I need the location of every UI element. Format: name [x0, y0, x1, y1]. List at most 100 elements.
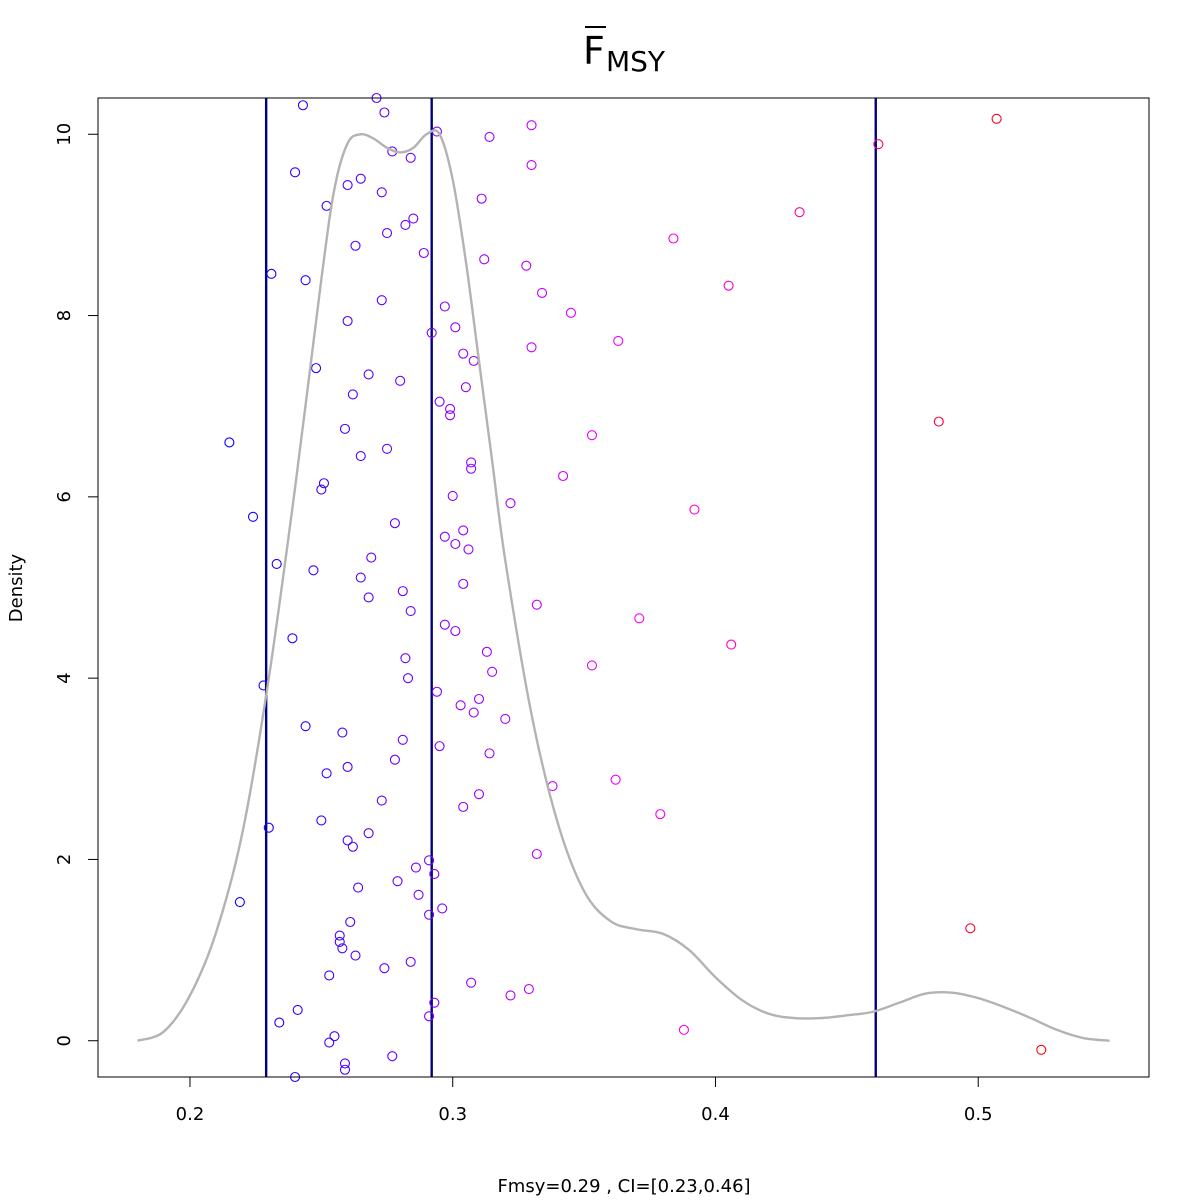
data-point-28 [337, 943, 348, 954]
data-point-113 [484, 748, 495, 759]
data-point-93 [450, 538, 461, 550]
data-point-73 [413, 889, 424, 900]
data-point-117 [505, 990, 516, 1001]
data-point-44 [355, 572, 366, 583]
data-point-65 [400, 219, 411, 230]
data-point-121 [526, 160, 537, 171]
data-point-69 [405, 606, 416, 617]
title-subscript: MSY [606, 45, 666, 78]
data-point-66 [400, 653, 411, 664]
data-point-8 [287, 633, 298, 644]
data-point-31 [339, 1058, 351, 1069]
data-point-35 [342, 835, 353, 846]
data-point-34 [342, 761, 353, 773]
data-point-54 [379, 963, 390, 974]
data-point-123 [531, 599, 542, 610]
data-point-76 [424, 909, 435, 920]
x-axis: 0.2 0.3 0.4 0.5 [176, 1077, 993, 1125]
data-point-27 [337, 727, 348, 738]
data-point-46 [363, 592, 374, 603]
data-point-140 [794, 207, 805, 218]
data-point-18 [318, 478, 330, 489]
x-tick-label-1: 0.3 [438, 1104, 467, 1125]
data-point-90 [445, 410, 456, 421]
data-point-59 [389, 518, 400, 529]
data-point-70 [405, 956, 416, 967]
data-point-21 [321, 768, 332, 779]
data-point-47 [363, 828, 374, 839]
data-point-80 [429, 997, 440, 1008]
data-point-102 [466, 457, 477, 468]
data-point-72 [410, 862, 421, 873]
data-point-48 [366, 552, 377, 563]
data-point-71 [408, 213, 419, 224]
y-tick-label-5: 10 [54, 123, 75, 146]
data-point-43 [355, 451, 366, 462]
data-point-62 [395, 375, 406, 386]
data-point-138 [723, 280, 734, 291]
data-point-79 [429, 868, 440, 879]
data-point-32 [342, 179, 353, 191]
data-point-139 [726, 639, 737, 650]
data-point-134 [655, 809, 666, 820]
data-point-88 [439, 619, 450, 630]
reference-lines [264, 98, 877, 1077]
data-point-5 [266, 268, 277, 279]
data-point-114 [487, 666, 498, 677]
data-point-37 [347, 389, 358, 400]
plot-frame [97, 97, 1150, 1078]
data-point-29 [339, 423, 351, 434]
data-point-1 [234, 896, 245, 908]
data-point-23 [324, 1037, 335, 1048]
data-point-128 [565, 307, 577, 318]
data-point-97 [458, 525, 469, 536]
data-point-15 [308, 565, 319, 576]
data-point-67 [402, 673, 414, 684]
y-tick-label-0: 0 [54, 1035, 75, 1046]
data-point-26 [334, 936, 345, 947]
data-point-0 [224, 437, 235, 448]
data-point-129 [586, 430, 598, 441]
data-point-52 [376, 187, 387, 198]
data-point-124 [531, 848, 542, 860]
data-point-122 [526, 342, 537, 353]
data-point-2 [247, 511, 259, 522]
data-point-100 [460, 382, 471, 393]
data-point-25 [334, 930, 345, 941]
data-point-40 [350, 950, 361, 961]
y-axis-title: Density [6, 553, 27, 622]
data-point-142 [933, 416, 944, 427]
data-point-130 [586, 660, 598, 671]
data-point-42 [355, 173, 366, 184]
data-point-112 [484, 131, 495, 143]
data-point-78 [424, 1011, 435, 1022]
data-point-38 [347, 841, 358, 852]
data-point-84 [434, 741, 445, 752]
data-point-17 [316, 484, 327, 495]
data-point-137 [689, 504, 700, 515]
data-point-58 [387, 1051, 398, 1062]
data-point-19 [316, 815, 327, 826]
data-point-89 [445, 403, 456, 414]
data-point-135 [668, 233, 679, 244]
data-point-4 [263, 822, 274, 833]
y-tick-label-2: 4 [54, 672, 75, 683]
data-point-95 [455, 700, 466, 711]
data-point-105 [468, 355, 479, 366]
data-point-9 [290, 167, 301, 178]
data-point-145 [1036, 1044, 1047, 1055]
data-point-107 [473, 693, 485, 705]
data-point-61 [392, 876, 403, 887]
data-point-131 [610, 774, 621, 785]
data-point-63 [397, 586, 408, 597]
data-point-144 [991, 113, 1002, 124]
data-point-109 [476, 193, 487, 204]
data-point-87 [439, 531, 450, 542]
data-point-101 [463, 544, 474, 555]
data-point-96 [458, 348, 469, 359]
data-point-55 [381, 228, 393, 239]
x-tick-label-3: 0.5 [964, 1104, 993, 1125]
data-point-83 [434, 396, 445, 407]
data-point-12 [297, 100, 308, 111]
